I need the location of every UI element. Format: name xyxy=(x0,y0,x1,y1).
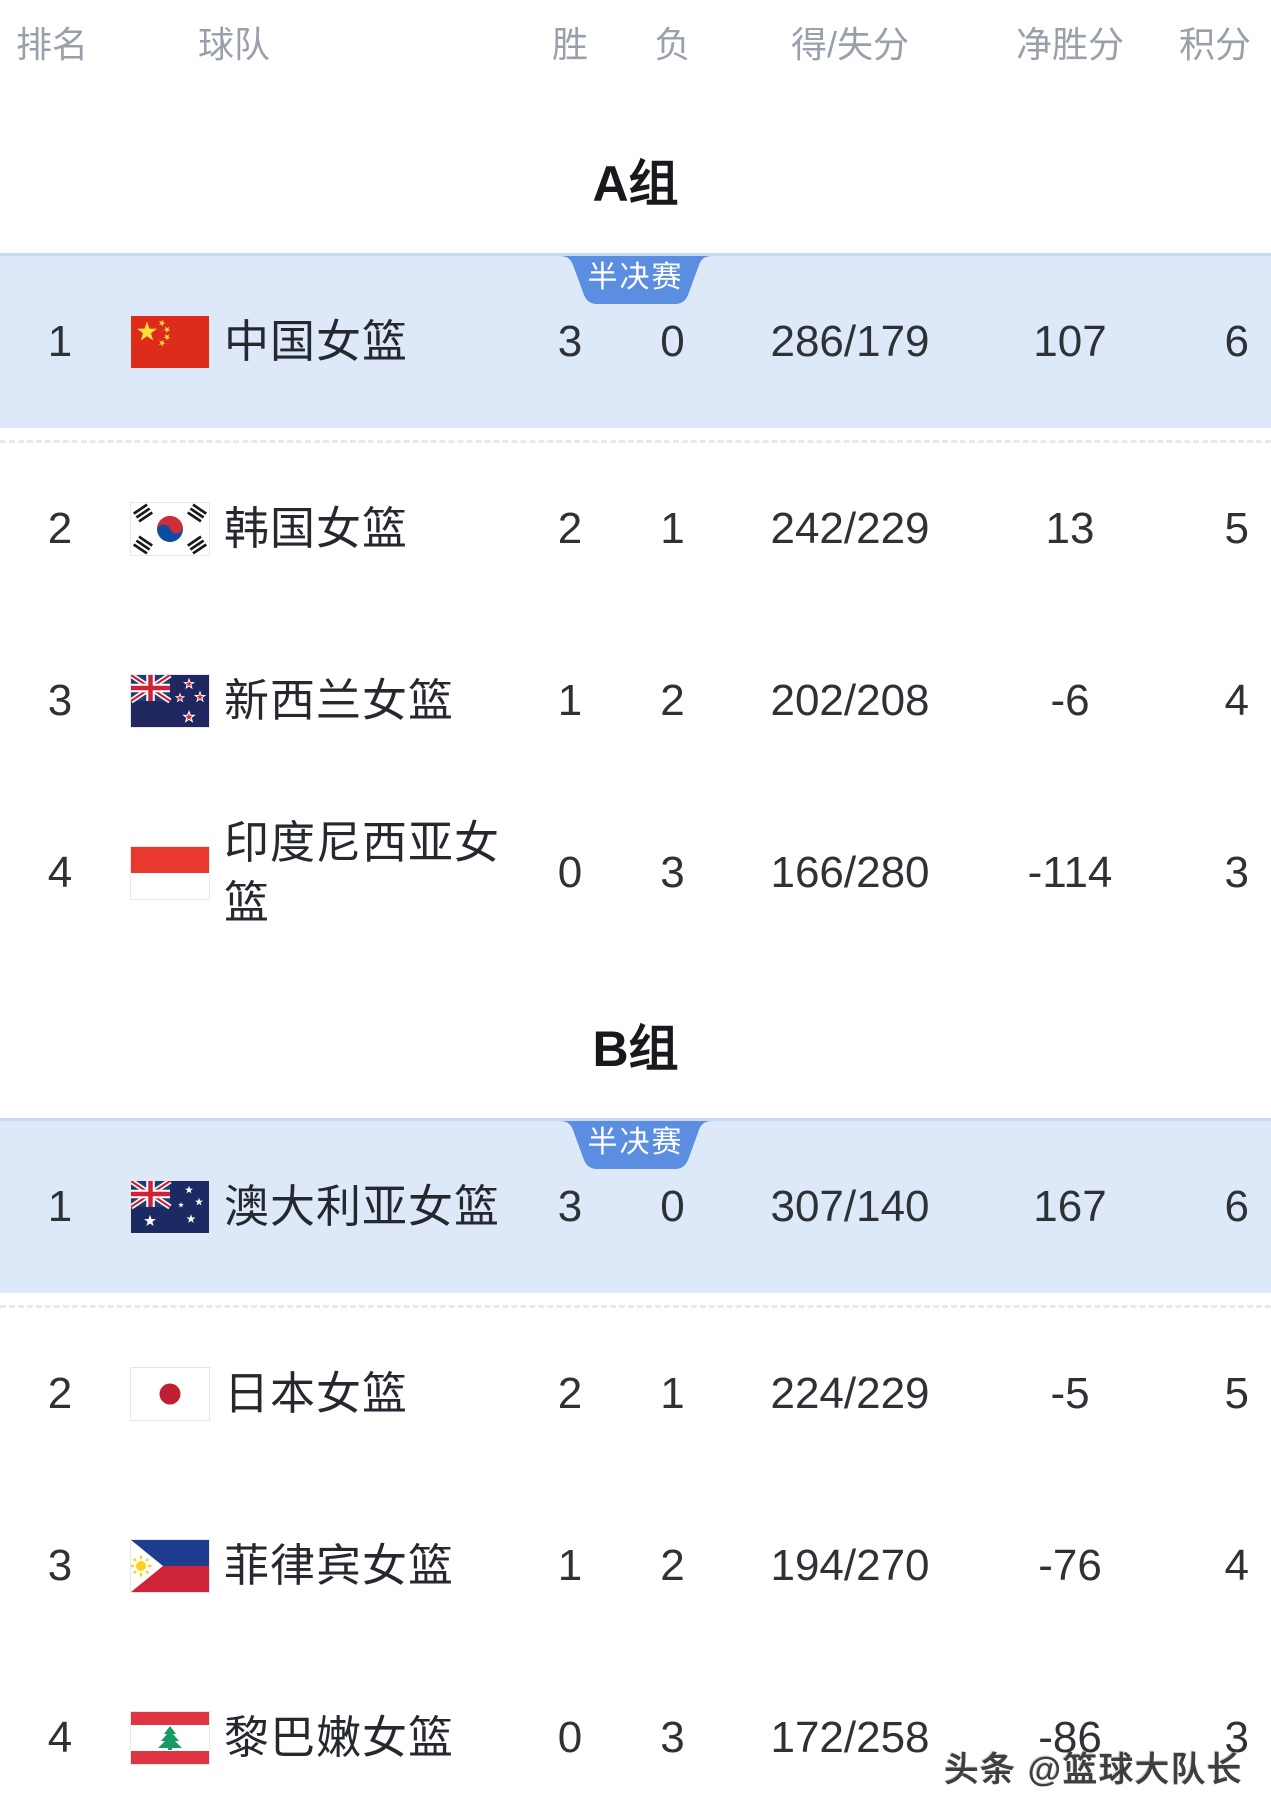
wins-cell: 3 xyxy=(557,1182,583,1231)
china-flag-icon xyxy=(130,315,210,369)
table-header-row: 排名 球队 胜 负 得/失分 净胜分 积分 xyxy=(0,0,1271,70)
wins-cell: 1 xyxy=(557,676,583,725)
header-points-for-against: 得/失分 xyxy=(790,24,909,65)
team-name: 日本女篮 xyxy=(224,1368,409,1419)
losses-cell: 3 xyxy=(660,1713,685,1762)
team-name: 新西兰女篮 xyxy=(224,675,455,726)
points-for-against-cell: 224/229 xyxy=(770,1369,930,1418)
point-diff-cell: -76 xyxy=(1038,1541,1102,1590)
table-row[interactable]: 1 中国女篮 3 0 286 xyxy=(0,256,1271,428)
header-team: 球队 xyxy=(198,24,271,65)
team-name: 印度尼西亚女篮 xyxy=(224,817,501,928)
table-row[interactable]: 3 xyxy=(0,615,1271,787)
losses-cell: 0 xyxy=(660,1182,685,1231)
losses-cell: 2 xyxy=(660,676,685,725)
group-a-title: A组 xyxy=(592,156,679,212)
points-for-against-cell: 202/208 xyxy=(770,676,930,725)
semifinal-badge-label: 半决赛 xyxy=(587,1126,684,1159)
point-diff-cell: -86 xyxy=(1038,1713,1102,1762)
rank-cell: 1 xyxy=(47,1182,73,1231)
points-cell: 4 xyxy=(1224,676,1249,725)
losses-cell: 0 xyxy=(660,317,685,366)
point-diff-cell: 107 xyxy=(1033,317,1107,366)
header-point-diff: 净胜分 xyxy=(1015,24,1124,65)
point-diff-cell: -114 xyxy=(1027,848,1113,897)
table-row[interactable]: 4 黎巴嫩女篮 0 3 172/258 -86 3 xyxy=(0,1652,1271,1807)
table-row[interactable]: 1 xyxy=(0,1121,1271,1293)
rank-cell: 4 xyxy=(47,848,73,897)
team-name: 澳大利亚女篮 xyxy=(224,1181,501,1232)
wins-cell: 2 xyxy=(557,504,583,553)
lebanon-flag-icon xyxy=(130,1711,210,1765)
points-cell: 3 xyxy=(1224,848,1249,897)
point-diff-cell: 167 xyxy=(1033,1182,1107,1231)
indonesia-flag-icon xyxy=(130,846,210,900)
australia-flag-icon xyxy=(130,1180,210,1234)
points-cell: 6 xyxy=(1224,1182,1249,1231)
new-zealand-flag-icon xyxy=(130,674,210,728)
team-name: 菲律宾女篮 xyxy=(224,1540,455,1591)
group-b-section: B组 半决赛 1 xyxy=(0,1019,1271,1807)
wins-cell: 0 xyxy=(557,848,583,897)
rank-cell: 2 xyxy=(47,504,73,553)
rank-cell: 3 xyxy=(47,1541,73,1590)
header-losses: 负 xyxy=(654,24,691,65)
points-for-against-cell: 242/229 xyxy=(770,504,930,553)
semifinal-badge-label: 半决赛 xyxy=(587,261,684,294)
rank-cell: 4 xyxy=(47,1713,73,1762)
rank-cell: 3 xyxy=(47,676,73,725)
wins-cell: 2 xyxy=(557,1369,583,1418)
points-for-against-cell: 166/280 xyxy=(770,848,930,897)
points-for-against-cell: 307/140 xyxy=(770,1182,930,1231)
dashed-separator xyxy=(0,440,1271,443)
point-diff-cell: 13 xyxy=(1045,504,1095,553)
losses-cell: 3 xyxy=(660,848,685,897)
table-row[interactable]: 2 日本女篮 2 1 224/229 -5 5 xyxy=(0,1308,1271,1480)
south-korea-flag-icon xyxy=(130,502,210,556)
group-b-leader-band: 半决赛 1 xyxy=(0,1118,1271,1293)
points-cell: 5 xyxy=(1224,1369,1249,1418)
watermark: 头条 @篮球大队长 xyxy=(944,1751,1243,1789)
group-b-title: B组 xyxy=(592,1021,679,1077)
wins-cell: 1 xyxy=(557,1541,583,1590)
group-a-leader-band: 半决赛 1 中国女篮 xyxy=(0,253,1271,428)
losses-cell: 1 xyxy=(660,504,685,553)
point-diff-cell: -5 xyxy=(1050,1369,1090,1418)
team-name: 韩国女篮 xyxy=(224,503,409,554)
wins-cell: 3 xyxy=(557,317,583,366)
team-name: 中国女篮 xyxy=(224,316,409,367)
wins-cell: 0 xyxy=(557,1713,583,1762)
points-cell: 4 xyxy=(1224,1541,1249,1590)
header-rank: 排名 xyxy=(16,24,89,65)
points-for-against-cell: 286/179 xyxy=(770,317,930,366)
badge-shape xyxy=(559,256,712,304)
table-row[interactable]: 3 菲律宾女篮 1 2 194/270 -76 4 xyxy=(0,1480,1271,1652)
table-row[interactable]: 2 韩国女篮 2 1 xyxy=(0,443,1271,615)
semifinal-badge: 半决赛 xyxy=(559,256,712,304)
dashed-separator xyxy=(0,1305,1271,1308)
group-a-section: A组 半决赛 1 xyxy=(0,154,1271,959)
rank-cell: 2 xyxy=(47,1369,73,1418)
points-for-against-cell: 194/270 xyxy=(770,1541,930,1590)
point-diff-cell: -6 xyxy=(1050,676,1090,725)
badge-shape xyxy=(559,1121,712,1169)
team-name: 黎巴嫩女篮 xyxy=(224,1712,455,1763)
losses-cell: 1 xyxy=(660,1369,685,1418)
semifinal-badge: 半决赛 xyxy=(559,1121,712,1169)
points-for-against-cell: 172/258 xyxy=(770,1713,930,1762)
points-cell: 3 xyxy=(1224,1713,1249,1762)
header-wins: 胜 xyxy=(551,24,588,65)
points-cell: 6 xyxy=(1224,317,1249,366)
header-points: 积分 xyxy=(1178,24,1251,65)
points-cell: 5 xyxy=(1224,504,1249,553)
losses-cell: 2 xyxy=(660,1541,685,1590)
japan-flag-icon xyxy=(130,1367,210,1421)
table-row[interactable]: 4 印度尼西亚女篮 0 3 166/280 -114 3 xyxy=(0,787,1271,959)
philippines-flag-icon xyxy=(130,1539,210,1593)
rank-cell: 1 xyxy=(47,317,73,366)
